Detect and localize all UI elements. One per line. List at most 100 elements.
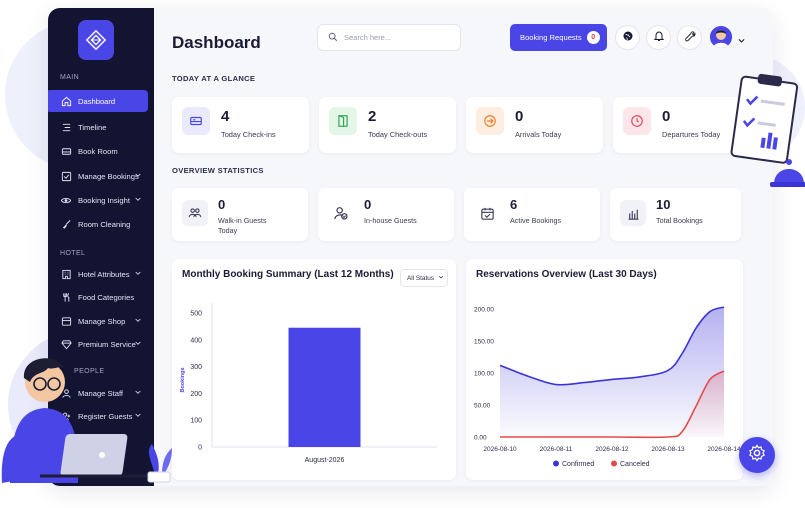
overview-value: 10 [656, 197, 671, 212]
sidebar-item-label: Food Categories [78, 292, 135, 302]
x-tick-label: 2026-08-14 [707, 446, 741, 453]
gear-icon [748, 443, 766, 467]
sidebar-item-hotel-attributes[interactable]: Hotel Attributes [48, 263, 152, 285]
sidebar-item-label: Manage Staff [78, 388, 124, 398]
y-tick-label: 150.00 [474, 339, 494, 346]
building-icon [60, 268, 72, 280]
status-filter-select[interactable]: All Status [400, 269, 448, 287]
search-icon [328, 29, 338, 47]
walkin-guests-icon [182, 200, 208, 226]
y-axis-label: Bookings [180, 367, 186, 392]
sidebar-item-book-room[interactable]: Book Room [48, 140, 152, 162]
fork-knife-icon [60, 291, 72, 303]
sidebar-section-main: MAIN [60, 74, 80, 81]
clipboard-illustration [726, 72, 805, 197]
overview-value: 6 [510, 197, 518, 212]
sidebar-item-label: Book Room [78, 146, 118, 156]
sidebar-item-timeline[interactable]: Timeline [48, 116, 152, 138]
home-icon [60, 95, 72, 107]
bed-icon [60, 145, 72, 157]
notifications-button[interactable] [646, 25, 671, 50]
main-content: Dashboard Booking Requests 0 TODAY AT A … [154, 8, 773, 486]
overview-card-total-bookings: 10 Total Bookings [610, 188, 741, 241]
chevron-down-icon [134, 316, 142, 326]
legend-label: Confirmed [562, 461, 594, 468]
app-window: MAIN Dashboard Timeline Book Room Manage… [48, 8, 773, 486]
sidebar-item-label: Register Guests [78, 411, 133, 421]
sidebar-item-premium-service[interactable]: Premium Service [48, 333, 152, 355]
legend-label: Canceled [620, 461, 650, 468]
overview-card-active-bookings: 6 Active Bookings [464, 188, 600, 241]
chevron-down-icon [134, 171, 142, 181]
chevron-down-icon [134, 339, 142, 349]
y-tick-label: 100.00 [474, 371, 494, 378]
tools-button[interactable] [677, 25, 702, 50]
booking-requests-button[interactable]: Booking Requests 0 [510, 24, 607, 51]
series-line [500, 370, 725, 439]
sidebar-item-manage-shop[interactable]: Manage Shop [48, 310, 152, 332]
chevron-down-icon [134, 195, 142, 205]
y-tick-label: 400 [190, 337, 202, 344]
monthly-bar-chart: 0 100 200 300 400 500 Bookings August-2026 [180, 303, 437, 464]
clock-icon [623, 107, 651, 135]
reservations-area-chart: 0.00 50.00 100.00 150.00 200.00 2026-08-10 202… [474, 306, 741, 468]
settings-button[interactable] [739, 437, 775, 473]
sidebar-item-food-categories[interactable]: Food Categories [48, 286, 152, 308]
x-tick-label: 2026-08-11 [540, 446, 573, 453]
bed-icon [182, 107, 210, 135]
wrench-icon [684, 29, 696, 47]
y-tick-label: 500 [190, 311, 202, 318]
y-tick-label: 200 [190, 391, 202, 398]
sidebar-section-people: PEOPLE [74, 368, 105, 375]
glance-card-checkouts: 2 Today Check-outs [319, 97, 456, 153]
sidebar-item-manage-staff[interactable]: Manage Staff [48, 382, 152, 404]
sidebar-section-hotel: HOTEL [60, 250, 86, 257]
avatar[interactable] [710, 26, 732, 48]
chevron-down-icon [134, 388, 142, 398]
status-filter-value: All Status [407, 274, 434, 282]
calendar-check-icon [474, 200, 500, 226]
language-button[interactable] [615, 25, 640, 50]
y-tick-label: 50.00 [474, 403, 491, 410]
legend-marker [611, 460, 617, 467]
search-box[interactable] [317, 24, 461, 51]
overview-label: Total Bookings [656, 216, 703, 225]
sidebar-item-label: Dashboard [78, 96, 116, 106]
sidebar-item-label: Timeline [78, 122, 107, 132]
broom-icon [60, 218, 72, 230]
sidebar-item-label: Manage Shop [78, 316, 126, 326]
series-area [500, 371, 724, 438]
overview-value: 0 [218, 197, 226, 212]
chevron-down-icon [134, 411, 142, 421]
sidebar-item-label: Hotel Attributes [78, 269, 130, 279]
staff-icon [60, 387, 72, 399]
x-tick-label: 2026-08-13 [651, 446, 685, 453]
chevron-down-icon[interactable] [737, 32, 746, 50]
sidebar-item-booking-insight[interactable]: Booking Insight [48, 189, 152, 211]
sidebar-item-label: Premium Service [78, 339, 136, 349]
reservations-chart-title: Reservations Overview (Last 30 Days) [476, 269, 657, 280]
globe-icon [622, 29, 634, 47]
person-illustration [0, 348, 175, 508]
logo-icon[interactable] [78, 20, 114, 60]
sidebar-item-room-cleaning[interactable]: Room Cleaning [48, 213, 152, 235]
overview-label: In-house Guests [364, 216, 417, 225]
diamond-icon [60, 338, 72, 350]
glance-value: 4 [221, 108, 230, 125]
bar-chart-icon [620, 200, 646, 226]
search-input[interactable] [344, 33, 454, 42]
arrival-icon [476, 107, 504, 135]
glance-label: Today Check-outs [368, 130, 428, 139]
sidebar-item-dashboard[interactable]: Dashboard [48, 90, 148, 112]
checkbox-icon [60, 170, 72, 182]
y-tick-label: 200.00 [474, 307, 494, 314]
glance-label: Today Check-ins [221, 130, 276, 139]
sidebar-item-label: Room Cleaning [78, 219, 131, 229]
booking-requests-label: Booking Requests [520, 33, 582, 42]
reservations-chart-card: Reservations Overview (Last 30 Days) 0.0… [466, 259, 743, 480]
glance-card-checkins: 4 Today Check-ins [172, 97, 309, 153]
glance-value: 0 [662, 108, 671, 125]
monthly-chart-title: Monthly Booking Summary (Last 12 Months) [182, 269, 394, 280]
page-title: Dashboard [172, 33, 261, 52]
sidebar-item-manage-bookings[interactable]: Manage Bookings [48, 165, 152, 187]
